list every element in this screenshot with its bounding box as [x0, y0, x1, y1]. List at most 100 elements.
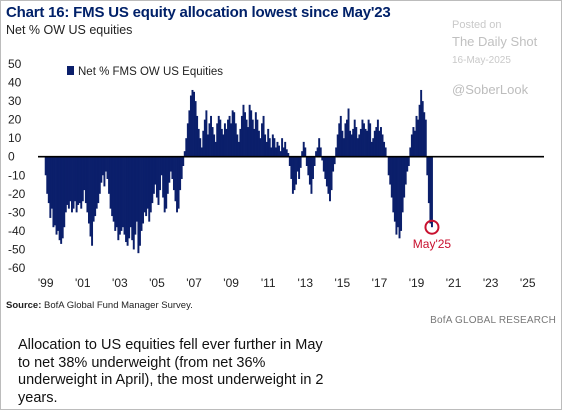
bar: [253, 128, 256, 157]
bar: [324, 156, 327, 179]
bar: [135, 156, 138, 222]
bar: [236, 134, 239, 157]
bar: [210, 115, 212, 157]
y-tick-label: 10: [8, 131, 22, 145]
bar: [128, 156, 131, 239]
bar: [251, 119, 254, 157]
bar: [282, 147, 285, 157]
bar: [261, 123, 263, 157]
bar: [240, 115, 243, 157]
bar: [393, 156, 396, 222]
bar: [63, 156, 66, 228]
bar: [338, 123, 341, 157]
bar: [57, 156, 60, 231]
caption-text: Allocation to US equities fell ever furt…: [18, 337, 324, 406]
bar: [138, 156, 141, 246]
x-tick-label: '05: [149, 276, 165, 290]
bar: [202, 130, 205, 157]
bar: [155, 156, 158, 198]
bar: [92, 156, 95, 222]
bar: [46, 156, 49, 194]
bar: [191, 89, 194, 157]
bar: [95, 156, 98, 209]
bar: [169, 156, 172, 172]
bar: [409, 147, 412, 157]
bar: [400, 156, 403, 231]
bar: [412, 127, 415, 157]
highlight-label: May'25: [413, 237, 452, 251]
bar: [315, 151, 318, 157]
bar: [342, 138, 345, 157]
bar: [112, 156, 115, 222]
bar: [356, 138, 359, 157]
bar: [375, 127, 378, 157]
bar: [380, 127, 382, 157]
bar: [64, 156, 67, 213]
y-tick-label: -30: [8, 205, 26, 219]
bar: [392, 156, 395, 213]
bar: [327, 156, 330, 194]
source-text: BofA Global Fund Manager Survey.: [41, 300, 193, 311]
bar: [245, 119, 248, 157]
bar: [406, 156, 409, 172]
bar: [109, 156, 112, 209]
y-tick-label: -10: [8, 168, 26, 182]
x-tick-label: '25: [520, 276, 536, 290]
bar: [132, 156, 135, 250]
bar: [404, 156, 407, 185]
bar: [208, 123, 211, 157]
bar: [231, 110, 234, 157]
bar: [104, 156, 107, 172]
bar: [58, 156, 61, 241]
bar: [197, 128, 200, 157]
bar: [89, 156, 92, 237]
bar: [381, 134, 384, 157]
bar: [67, 156, 70, 209]
x-tick-label: '23: [483, 276, 499, 290]
bar: [262, 115, 265, 157]
bar: [179, 156, 182, 191]
bar: [223, 123, 226, 157]
bar: [271, 134, 274, 157]
bar: [423, 112, 426, 157]
bar: [152, 156, 155, 194]
bar: [242, 104, 245, 157]
bar: [284, 141, 287, 157]
bar: [185, 138, 188, 157]
bar: [310, 156, 313, 194]
bar: [429, 156, 432, 224]
bar: [307, 156, 310, 176]
bar: [188, 110, 191, 157]
bar: [373, 130, 376, 157]
bar: [290, 156, 293, 179]
bar: [49, 156, 52, 218]
bar: [395, 156, 398, 235]
bar: [114, 156, 117, 231]
bar: [50, 156, 53, 209]
bar: [293, 156, 296, 191]
bar: [265, 141, 268, 157]
bar: [134, 156, 137, 235]
bar: [233, 112, 236, 157]
bar: [77, 156, 80, 205]
bar: [168, 156, 171, 183]
bar: [214, 141, 217, 157]
bar: [427, 156, 430, 204]
bar: [71, 156, 73, 213]
bar: [359, 128, 362, 157]
bar: [287, 153, 290, 157]
bar: [276, 141, 279, 157]
bar: [234, 123, 237, 157]
bar: [366, 130, 369, 157]
bar: [84, 156, 87, 204]
x-tick-label: '15: [335, 276, 351, 290]
bar: [189, 95, 192, 157]
bar: [137, 156, 140, 254]
bar: [346, 119, 348, 157]
bar: [336, 134, 339, 157]
bar: [227, 119, 229, 157]
bar: [332, 156, 335, 172]
bar: [126, 156, 129, 246]
bar: [421, 101, 424, 157]
